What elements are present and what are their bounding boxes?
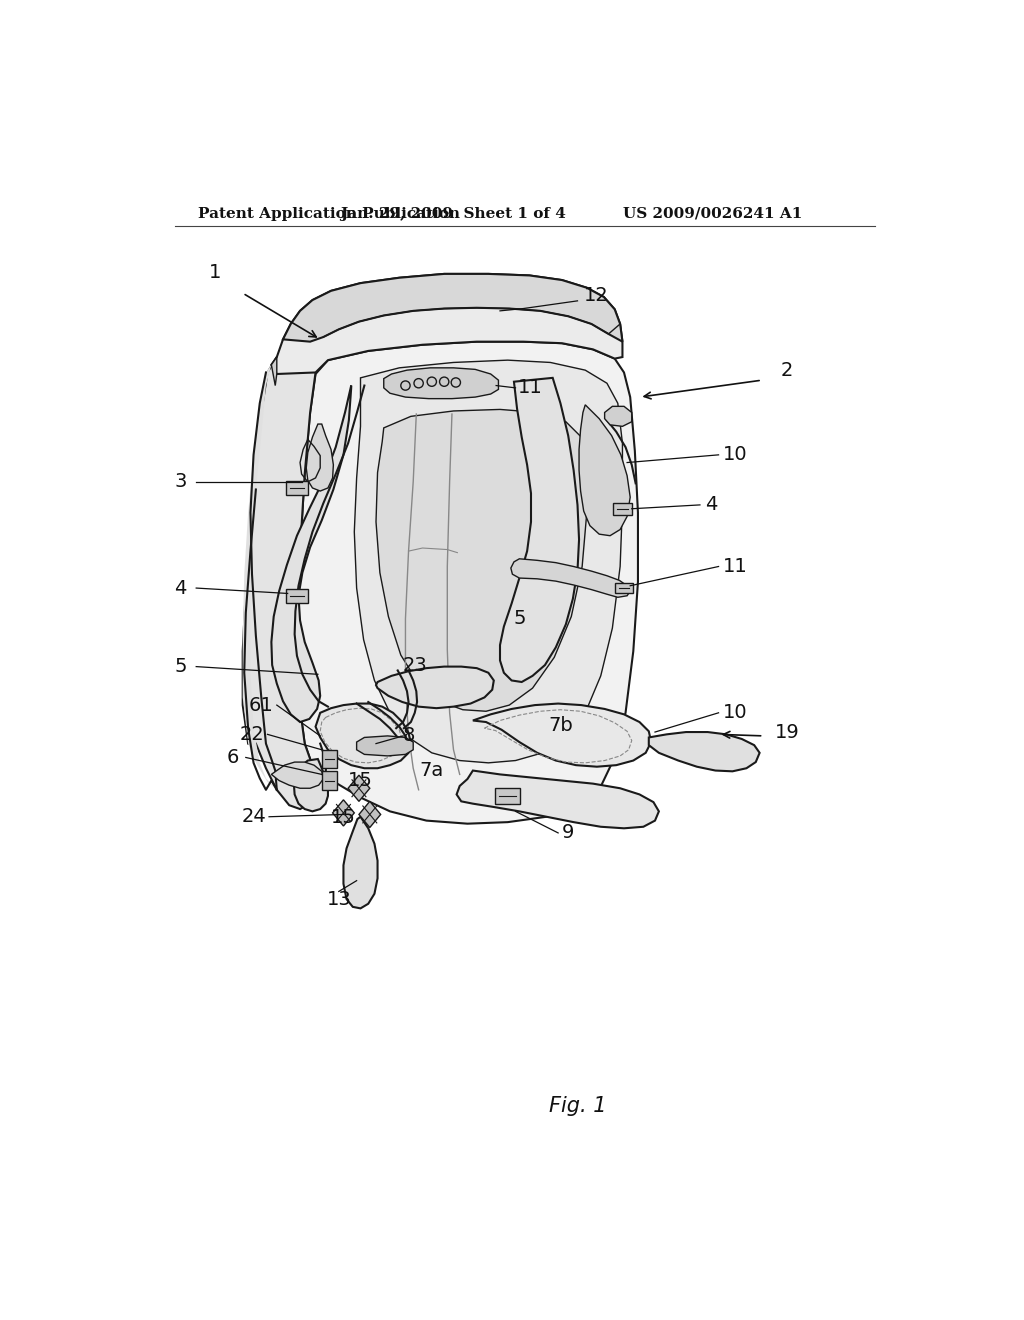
Text: 22: 22 — [240, 725, 264, 744]
Text: Fig. 1: Fig. 1 — [549, 1096, 606, 1115]
Polygon shape — [376, 409, 587, 711]
Text: 4: 4 — [174, 578, 187, 598]
Polygon shape — [271, 358, 276, 385]
Polygon shape — [297, 342, 638, 824]
Polygon shape — [500, 378, 579, 682]
Circle shape — [414, 379, 423, 388]
Bar — [286, 589, 308, 603]
Polygon shape — [294, 759, 328, 812]
Text: 19: 19 — [775, 722, 800, 742]
Circle shape — [400, 381, 410, 391]
Text: 15: 15 — [331, 808, 356, 828]
Text: 1: 1 — [209, 263, 221, 282]
Text: 15: 15 — [348, 771, 373, 791]
Text: 4: 4 — [706, 495, 718, 515]
Text: 23: 23 — [402, 656, 427, 675]
Bar — [613, 503, 632, 515]
Polygon shape — [243, 358, 276, 789]
Polygon shape — [243, 358, 324, 809]
Polygon shape — [271, 275, 623, 374]
Polygon shape — [283, 275, 623, 342]
Bar — [615, 582, 633, 594]
Text: 13: 13 — [327, 890, 351, 908]
Text: US 2009/0026241 A1: US 2009/0026241 A1 — [623, 207, 802, 220]
Polygon shape — [376, 667, 494, 708]
Text: 24: 24 — [242, 808, 266, 826]
Polygon shape — [511, 558, 630, 597]
Circle shape — [427, 378, 436, 387]
Text: Patent Application Publication: Patent Application Publication — [198, 207, 460, 220]
Circle shape — [452, 378, 461, 387]
Text: 7b: 7b — [548, 715, 572, 735]
Text: 7a: 7a — [420, 762, 444, 780]
Polygon shape — [356, 737, 414, 756]
Bar — [496, 788, 520, 804]
Text: 11: 11 — [518, 379, 543, 397]
Polygon shape — [322, 771, 337, 789]
Text: Jan. 29, 2009  Sheet 1 of 4: Jan. 29, 2009 Sheet 1 of 4 — [341, 207, 566, 220]
Polygon shape — [457, 771, 658, 829]
Text: 10: 10 — [723, 445, 748, 465]
Polygon shape — [354, 360, 623, 763]
Text: 3: 3 — [174, 473, 187, 491]
Polygon shape — [271, 385, 351, 722]
Polygon shape — [271, 762, 324, 788]
Polygon shape — [359, 801, 381, 828]
Text: 11: 11 — [723, 557, 748, 576]
Text: 12: 12 — [584, 286, 608, 305]
Polygon shape — [473, 704, 651, 767]
Text: 5: 5 — [174, 657, 187, 676]
Polygon shape — [315, 704, 411, 768]
Polygon shape — [306, 424, 334, 491]
Bar — [286, 480, 308, 495]
Text: 10: 10 — [723, 704, 748, 722]
Text: 5: 5 — [513, 610, 525, 628]
Polygon shape — [322, 750, 337, 768]
Polygon shape — [384, 368, 499, 399]
Polygon shape — [579, 405, 630, 536]
Text: 6: 6 — [226, 748, 239, 767]
Polygon shape — [333, 800, 354, 826]
Circle shape — [439, 378, 449, 387]
Text: 8: 8 — [402, 726, 415, 746]
Text: 2: 2 — [780, 360, 793, 380]
Text: 61: 61 — [249, 696, 273, 714]
Polygon shape — [348, 775, 370, 801]
Polygon shape — [649, 733, 760, 771]
Text: 9: 9 — [562, 824, 574, 842]
Polygon shape — [604, 407, 632, 426]
Polygon shape — [343, 817, 378, 908]
